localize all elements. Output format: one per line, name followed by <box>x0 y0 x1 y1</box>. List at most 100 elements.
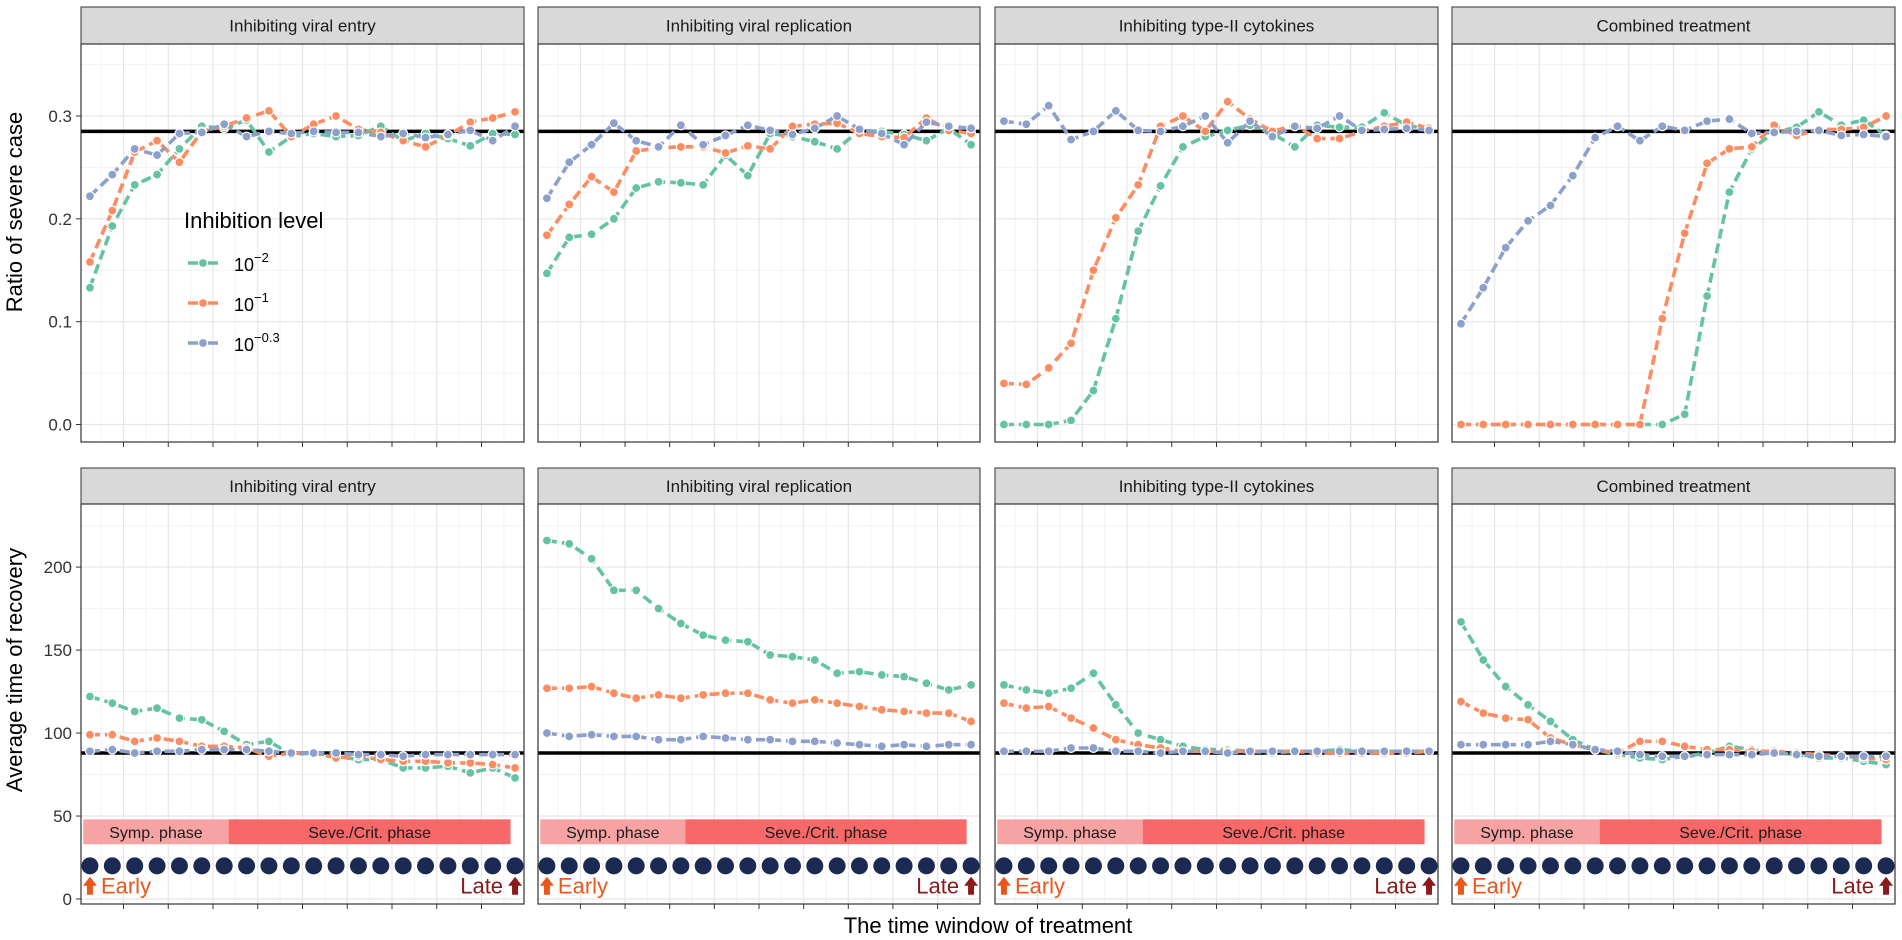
severe-cytokines-data-point <box>1379 107 1390 119</box>
severe-cytokines-strip-title: Inhibiting type-II cytokines <box>1119 17 1315 36</box>
legend-label-exponent: −0.3 <box>254 330 280 345</box>
severe-combined-data-point <box>1590 419 1601 430</box>
severe-combined-data-point <box>1567 170 1578 181</box>
severe-combined-data-point <box>1545 419 1556 430</box>
recovery-cytokines-data-point <box>1043 701 1054 712</box>
severe-entry-data-point <box>107 169 118 180</box>
severe-entry-data-point <box>375 131 386 142</box>
recovery-replication-data-point <box>787 736 798 747</box>
recovery-cytokines-data-point <box>1289 746 1300 757</box>
severe-replication-data-point <box>921 117 932 128</box>
recovery-replication-data-point <box>564 538 575 549</box>
recovery-replication-severe-phase-label: Seve./Crit. phase <box>765 825 888 842</box>
recovery-replication-data-point <box>832 737 843 749</box>
recovery-combined-data-point <box>1634 736 1646 747</box>
recovery-entry-data-point <box>465 767 476 778</box>
recovery-replication-data-point <box>943 708 954 719</box>
recovery-replication-late-arrow-icon <box>964 876 979 895</box>
recovery-replication-data-point <box>586 681 597 692</box>
severe-entry-data-point <box>174 143 185 154</box>
recovery-cytokines-data-point <box>1423 746 1435 757</box>
recovery-cytokines-time-dot <box>1107 857 1125 875</box>
severe-replication-data-point <box>586 171 597 182</box>
severe-entry-data-point <box>241 131 252 142</box>
recovery-entry-time-dot <box>238 857 256 875</box>
severe-combined-data-point <box>1455 419 1467 430</box>
recovery-cytokines-data-point <box>998 698 1010 709</box>
recovery-replication-data-point <box>631 693 642 704</box>
severe-combined-data-point <box>1522 215 1534 226</box>
recovery-cytokines-data-point <box>1356 746 1368 757</box>
recovery-combined-time-dot <box>1609 857 1627 875</box>
recovery-cytokines-data-point <box>1021 703 1032 714</box>
severe-entry-data-point <box>353 127 364 138</box>
legend-item: 10−1 <box>188 290 269 315</box>
recovery-cytokines-data-point <box>998 679 1010 691</box>
severe-entry-data-point <box>84 191 96 202</box>
recovery-combined-time-dot <box>1474 857 1492 875</box>
severe-replication-data-point <box>564 157 575 168</box>
recovery-combined-data-point <box>1478 739 1489 750</box>
recovery-combined-data-point <box>1813 751 1825 762</box>
severe-replication-strip-title: Inhibiting viral replication <box>666 17 852 36</box>
severe-combined-data-point <box>1701 116 1713 127</box>
legend-item: 10−2 <box>188 250 269 275</box>
recovery-entry-y-tick-label: 0 <box>63 890 72 909</box>
recovery-cytokines-data-point <box>1065 742 1077 754</box>
severe-cytokines-series-10^-0.3 <box>998 100 1435 148</box>
recovery-entry-data-point <box>420 749 431 760</box>
recovery-cytokines-phase-annotation: Symp. phase Seve./Crit. phase Early Late <box>995 819 1438 899</box>
severe-replication-data-point <box>631 182 642 194</box>
recovery-entry-time-dot <box>349 857 367 875</box>
recovery-cytokines-time-dot <box>995 857 1013 875</box>
severe-replication-data-point <box>742 170 753 181</box>
recovery-cytokines-time-dot <box>1062 857 1080 875</box>
recovery-combined-data-point <box>1500 713 1511 724</box>
x-axis-title: The time window of treatment <box>844 913 1133 938</box>
recovery-entry-data-point <box>196 744 207 755</box>
recovery-replication-series-line <box>546 684 972 724</box>
severe-replication-data-point <box>876 128 887 139</box>
recovery-entry-late-label: Late <box>460 874 503 899</box>
recovery-entry-data-point <box>151 732 163 744</box>
recovery-replication-time-dot <box>806 857 824 875</box>
severe-cytokines-data-point <box>1379 124 1390 135</box>
severe-combined-data-point <box>1634 419 1646 430</box>
recovery-cytokines-late-arrow-icon <box>1422 876 1437 895</box>
severe-entry-data-point <box>151 135 163 146</box>
severe-cytokines-data-point <box>1110 105 1121 116</box>
severe-cytokines-data-point <box>1200 126 1211 137</box>
recovery-replication-data-point <box>809 654 820 666</box>
recovery-combined-data-point <box>1746 749 1757 760</box>
recovery-entry-time-dot <box>372 857 390 875</box>
recovery-replication-data-point <box>541 535 553 546</box>
recovery-cytokines-time-dot <box>1398 857 1416 875</box>
severe-entry-series-10^-0.3 <box>84 119 521 202</box>
recovery-combined-early-arrow-icon <box>1453 876 1468 895</box>
recovery-replication-data-point <box>965 716 977 727</box>
recovery-cytokines-data-point <box>1155 747 1166 759</box>
severe-cytokines-data-point <box>998 378 1010 389</box>
panel-severe-replication: Inhibiting viral replication <box>537 6 981 447</box>
severe-entry-data-point <box>129 179 140 190</box>
severe-combined-data-point <box>1500 419 1511 430</box>
severe-replication-series-10^-0.3 <box>541 110 977 204</box>
recovery-replication-symp-phase-bar <box>540 819 686 845</box>
severe-replication-data-point <box>832 110 843 122</box>
recovery-replication-data-point <box>541 727 553 739</box>
recovery-replication-data-point <box>765 694 776 705</box>
recovery-combined-time-dot <box>1855 857 1873 875</box>
recovery-entry-data-point <box>219 744 230 755</box>
recovery-replication-data-point <box>921 708 932 719</box>
severe-entry-data-point <box>308 126 319 137</box>
severe-cytokines-data-point <box>1200 110 1211 122</box>
severe-entry-data-point <box>487 112 498 124</box>
severe-combined-data-point <box>1634 135 1646 146</box>
recovery-combined-time-dot <box>1586 857 1604 875</box>
severe-entry-data-point <box>442 129 454 140</box>
severe-replication-data-point <box>675 120 686 131</box>
recovery-replication-data-point <box>720 634 731 646</box>
legend-label-base: 10 <box>234 335 254 355</box>
severe-replication-strip <box>537 6 981 45</box>
